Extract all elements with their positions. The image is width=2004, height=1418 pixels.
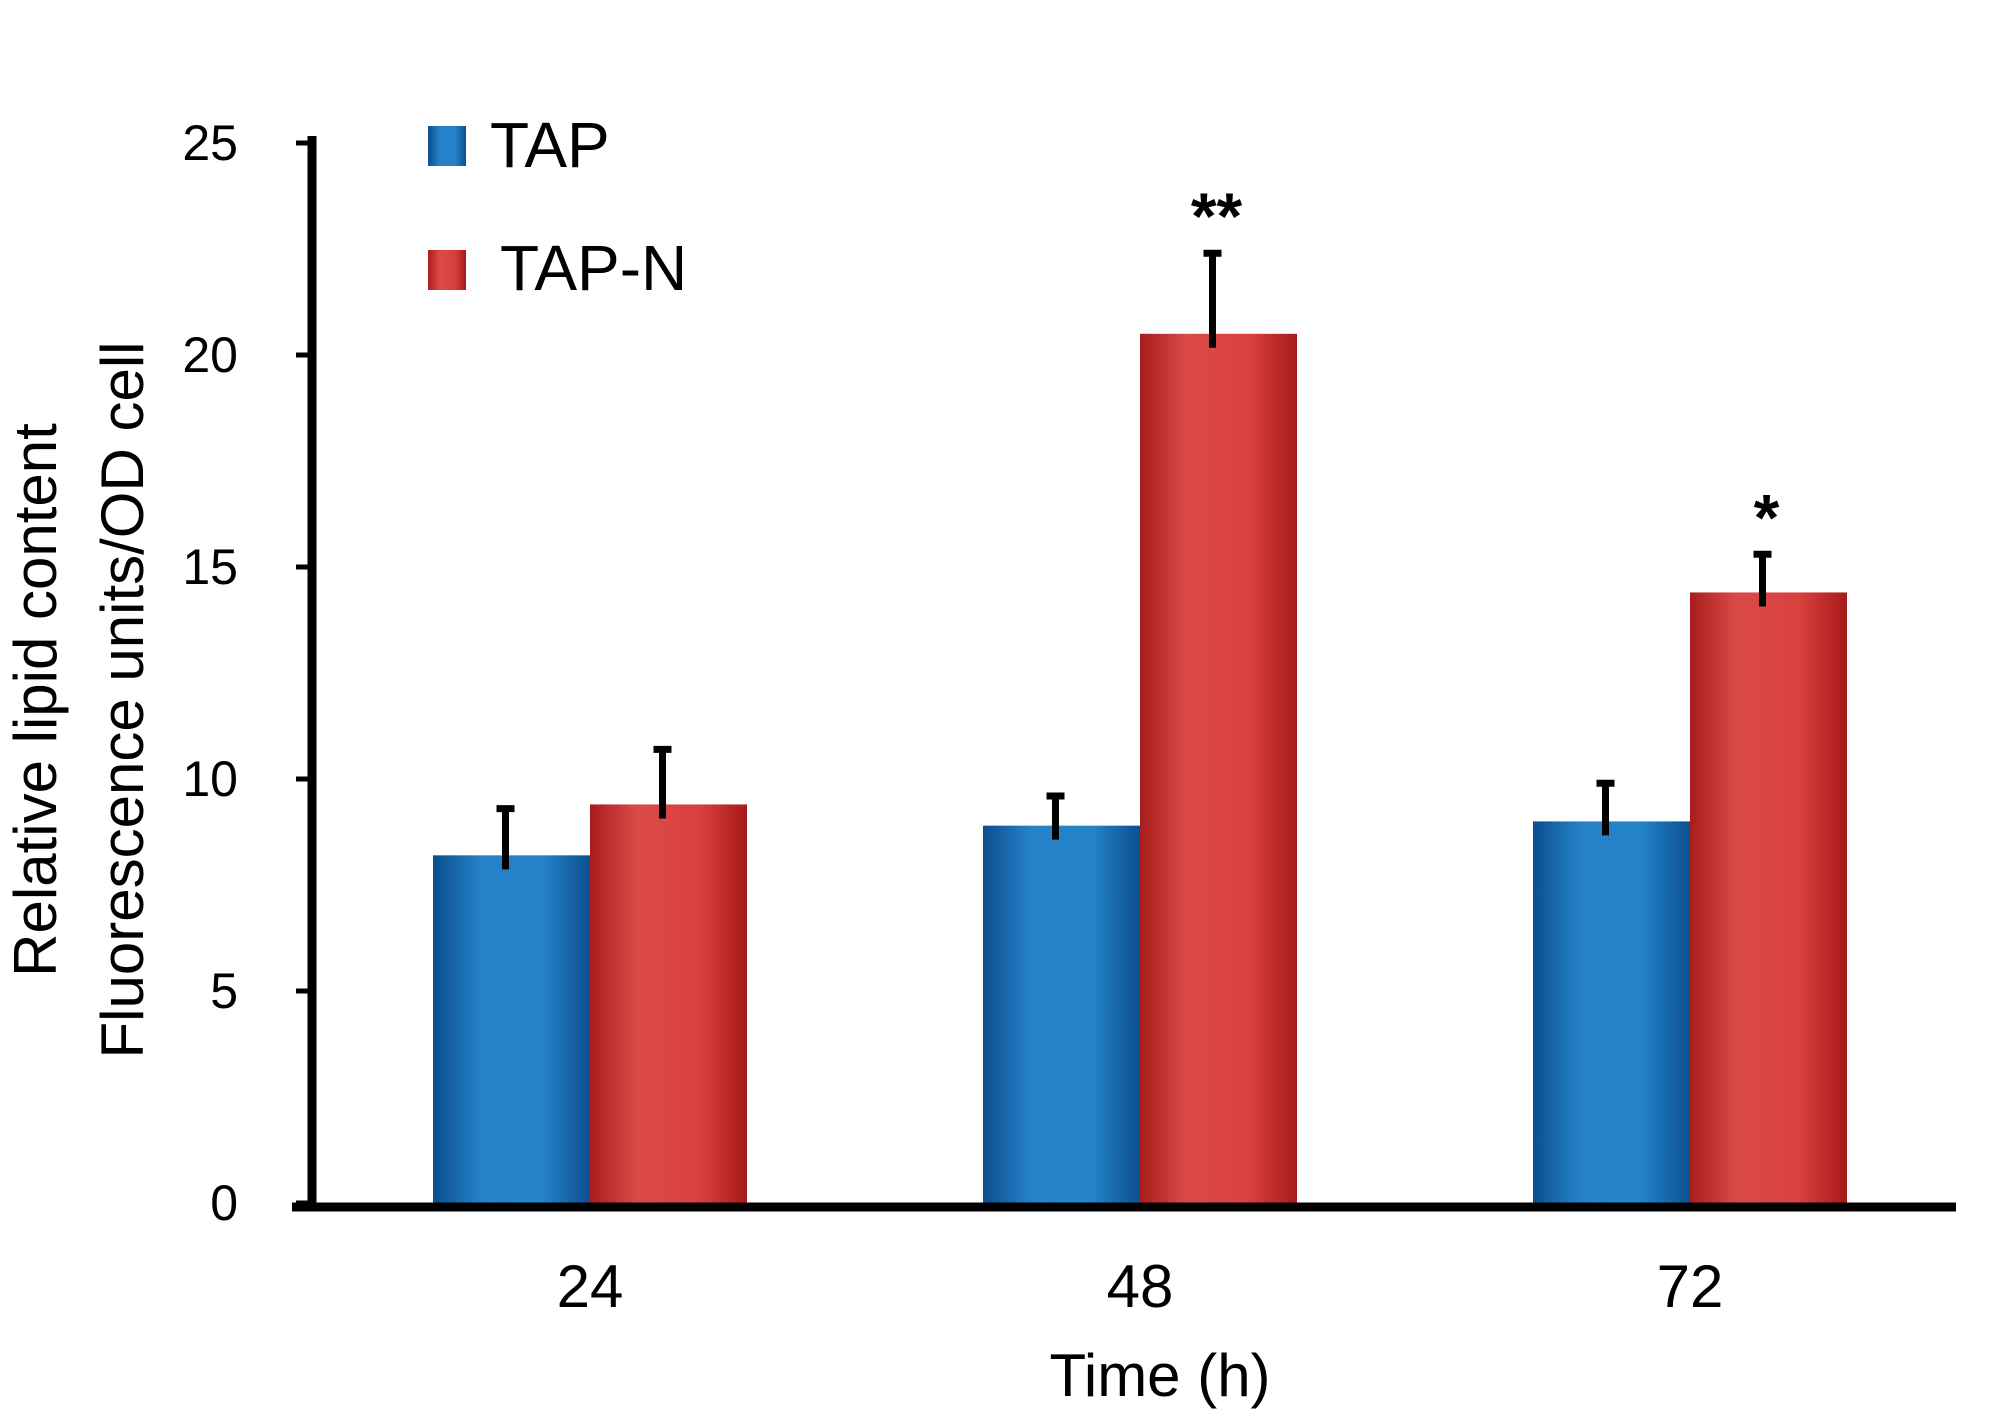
y-tick-label-25: 25 bbox=[182, 115, 238, 171]
legend-swatch-tap-n bbox=[428, 250, 466, 290]
legend-label-tap: TAP bbox=[490, 109, 610, 181]
legend-label-tap-n: TAP-N bbox=[500, 232, 687, 304]
significance-layer: *** bbox=[1191, 179, 1780, 554]
bar-tap-72 bbox=[1533, 821, 1690, 1203]
error-bars-layer bbox=[496, 249, 1772, 870]
x-tick-label-48: 48 bbox=[1107, 1253, 1174, 1320]
bar-tap-n-72 bbox=[1690, 592, 1847, 1203]
x-tick-label-72: 72 bbox=[1657, 1253, 1724, 1320]
bar-tap-n-48 bbox=[1140, 333, 1297, 1203]
y-tick-label-10: 10 bbox=[182, 751, 238, 807]
y-tick-label-20: 20 bbox=[182, 327, 238, 383]
y-tick-label-0: 0 bbox=[210, 1175, 238, 1231]
y-tick-label-5: 5 bbox=[210, 963, 238, 1019]
x-axis-labels: 24 48 72 bbox=[557, 1253, 1724, 1320]
bars-layer bbox=[433, 333, 1847, 1203]
legend-swatch-tap bbox=[428, 126, 466, 166]
x-tick-label-24: 24 bbox=[557, 1253, 624, 1320]
bar-tap-24 bbox=[433, 855, 590, 1203]
y-axis-ticks: 0 5 10 15 20 25 bbox=[182, 115, 312, 1231]
y-axis-title-line1: Relative lipid content bbox=[2, 423, 69, 977]
y-axis-title-line2: Fluorescence units/OD cell bbox=[89, 342, 156, 1059]
y-axis-title: Relative lipid content Fluorescence unit… bbox=[2, 342, 156, 1059]
y-tick-label-15: 15 bbox=[182, 539, 238, 595]
bar-tap-48 bbox=[983, 825, 1140, 1203]
significance-mark-48: ** bbox=[1191, 179, 1243, 253]
significance-mark-72: * bbox=[1754, 480, 1780, 554]
legend: TAP TAP-N bbox=[428, 109, 687, 304]
bar-tap-n-24 bbox=[590, 804, 747, 1203]
x-axis-title: Time (h) bbox=[1049, 1342, 1270, 1409]
